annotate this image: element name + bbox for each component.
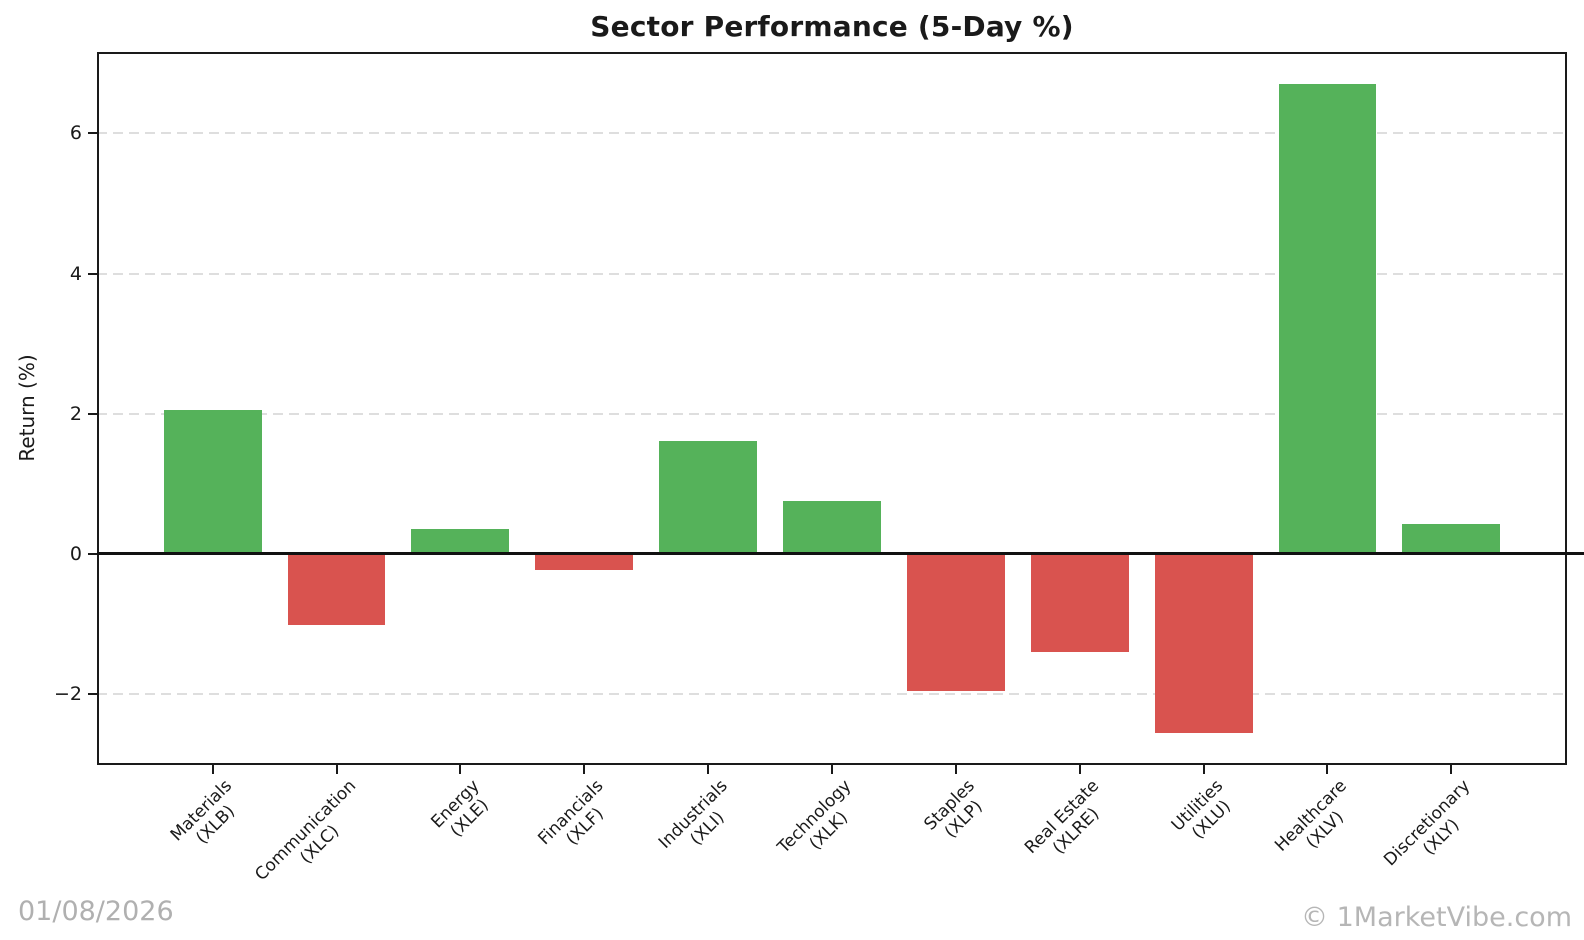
x-tick-mark-xlp bbox=[954, 765, 957, 774]
y-tick-label-0: 0 bbox=[69, 542, 82, 565]
x-tick-label-text: Industrials (XLI) bbox=[654, 776, 732, 853]
bar-xly bbox=[1402, 523, 1501, 554]
plot-area bbox=[97, 52, 1567, 765]
watermark: © 1MarketVibe.com bbox=[1301, 902, 1572, 933]
gridline-y-2 bbox=[97, 412, 1567, 415]
x-tick-label-text: Technology (XLK) bbox=[773, 776, 856, 858]
x-tick-mark-xlf bbox=[583, 765, 586, 774]
x-tick-mark-xlc bbox=[335, 765, 338, 774]
x-tick-label-text: Healthcare (XLV) bbox=[1270, 776, 1351, 856]
bar-xlu bbox=[1154, 553, 1253, 734]
bar-xli bbox=[659, 441, 758, 554]
gridline-y--2 bbox=[97, 693, 1567, 696]
x-tick-label-text: Materials (XLB) bbox=[166, 776, 239, 849]
gridline-y-6 bbox=[97, 132, 1567, 135]
y-tick-label-2: 2 bbox=[69, 402, 82, 425]
y-tick-mark-4 bbox=[88, 272, 97, 275]
x-tick-label-text: Staples (XLP) bbox=[920, 776, 988, 843]
y-tick-mark-6 bbox=[88, 132, 97, 135]
bar-xlv bbox=[1278, 83, 1377, 554]
y-tick-mark-0 bbox=[88, 552, 97, 555]
x-tick-label-text: Utilities (XLU) bbox=[1167, 776, 1235, 844]
bar-xlb bbox=[163, 409, 262, 554]
x-tick-mark-xlv bbox=[1326, 765, 1329, 774]
bar-xle bbox=[411, 528, 510, 554]
y-tick-label-4: 4 bbox=[69, 262, 82, 285]
x-tick-mark-xlu bbox=[1202, 765, 1205, 774]
gridline-y-4 bbox=[97, 272, 1567, 275]
x-tick-mark-xlre bbox=[1078, 765, 1081, 774]
x-tick-mark-xly bbox=[1450, 765, 1453, 774]
x-tick-label-text: Discretionary (XLY) bbox=[1380, 776, 1475, 871]
bar-xlf bbox=[535, 553, 634, 571]
x-tick-label-text: Communication (XLC) bbox=[250, 776, 360, 885]
y-tick-mark--2 bbox=[88, 693, 97, 696]
chart-title: Sector Performance (5-Day %) bbox=[590, 10, 1074, 43]
x-tick-mark-xlb bbox=[211, 765, 214, 774]
x-tick-label-text: Real Estate (XLRE) bbox=[1020, 776, 1104, 859]
x-tick-label-text: Financials (XLF) bbox=[534, 776, 608, 850]
bar-xlre bbox=[1030, 553, 1129, 653]
x-tick-mark-xle bbox=[459, 765, 462, 774]
y-tick-label--2: −2 bbox=[53, 683, 82, 706]
date-label: 01/08/2026 bbox=[18, 896, 174, 927]
x-tick-label-text: Energy (XLE) bbox=[427, 776, 493, 842]
zero-axis-line bbox=[97, 552, 1584, 556]
bar-xlp bbox=[906, 553, 1005, 691]
x-tick-mark-xlk bbox=[831, 765, 833, 774]
bar-xlk bbox=[783, 500, 881, 554]
x-tick-mark-xli bbox=[707, 765, 710, 774]
y-tick-label-6: 6 bbox=[69, 122, 82, 145]
y-tick-mark-2 bbox=[88, 412, 97, 415]
bar-xlc bbox=[287, 553, 386, 626]
